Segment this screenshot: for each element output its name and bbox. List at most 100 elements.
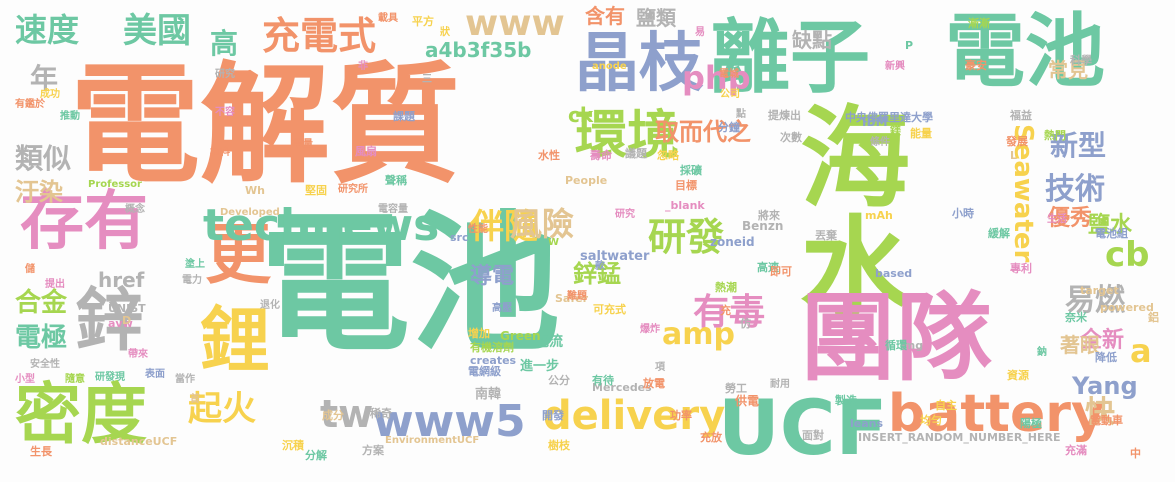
cloud-word: 有待: [592, 374, 614, 387]
cloud-word: delivery: [543, 393, 726, 439]
cloud-word: 合金: [15, 288, 68, 318]
cloud-word: 充滿: [1065, 444, 1087, 457]
cloud-word: 安全性: [30, 359, 60, 370]
cloud-word: 儲: [25, 264, 35, 275]
cloud-word: 稀奇: [370, 407, 392, 420]
cloud-word: 電解質: [70, 49, 461, 201]
cloud-word: 次數: [780, 131, 802, 144]
cloud-word: 電容量: [378, 204, 408, 215]
cloud-word: D: [122, 314, 132, 327]
cloud-word: 提煉出: [768, 109, 801, 122]
cloud-word: 電極: [15, 323, 68, 353]
cloud-word: 取而代之: [655, 118, 751, 146]
cloud-word: 水性: [538, 149, 560, 162]
cloud-word: creates: [470, 354, 517, 367]
cloud-word: zoneid: [710, 235, 755, 249]
cloud-word: INSERT_RANDOM_NUMBER_HERE: [858, 431, 1061, 444]
cloud-word: 電流: [535, 334, 563, 350]
cloud-word: 開發: [542, 409, 564, 422]
cloud-word: 將來: [758, 209, 780, 222]
cloud-word: 難題: [567, 291, 587, 302]
cloud-word: 電池: [945, 5, 1105, 98]
cloud-word: 專利: [1010, 262, 1032, 275]
cloud-word: based: [875, 267, 913, 280]
cloud-word: 電動車: [1090, 414, 1123, 427]
cloud-word: 沉積: [282, 439, 304, 452]
cloud-word: 有毒: [693, 292, 766, 333]
cloud-word: 自主: [935, 399, 957, 412]
cloud-word: anode: [592, 61, 627, 72]
cloud-word: 忽略: [657, 149, 679, 162]
cloud-word: 帶來: [128, 349, 148, 360]
cloud-word: 採礦: [680, 164, 702, 177]
cloud-word: 風險: [510, 205, 575, 243]
cloud-word: 新興: [885, 61, 905, 72]
cloud-word: People: [565, 174, 608, 187]
cloud-word: 著眼: [1060, 333, 1100, 357]
cloud-word: 提出: [45, 279, 65, 290]
cloud-word: 缺點: [792, 28, 832, 52]
cloud-word: 資源: [1007, 369, 1029, 382]
cloud-word: powered: [1100, 301, 1154, 314]
cloud-word: 耐用: [770, 379, 790, 390]
cloud-word: 鋁: [1148, 311, 1159, 324]
cloud-word: 聲稱: [385, 174, 407, 187]
cloud-word: 研究所: [338, 184, 368, 195]
cloud-word: 爆炸: [640, 324, 660, 335]
cloud-word: 表面: [145, 369, 165, 380]
cloud-word: 點: [736, 109, 746, 120]
cloud-word: 鹽水: [1088, 213, 1133, 238]
cloud-word: cb: [1105, 235, 1150, 275]
cloud-word: 面對: [802, 429, 824, 442]
cloud-word: 南韓: [475, 387, 502, 402]
cloud-word: amp: [662, 317, 735, 352]
cloud-word: 降低: [1095, 351, 1117, 364]
cloud-word: 研究: [615, 209, 635, 220]
cloud-word: 成功: [40, 89, 60, 100]
cloud-word: 易燃: [1065, 283, 1125, 318]
cloud-word: distanceUCF: [100, 435, 178, 448]
cloud-word: src: [450, 231, 469, 244]
cloud-word: Seawater: [1008, 124, 1038, 263]
cloud-word: 海水: [781, 100, 909, 320]
cloud-word: 項: [655, 362, 665, 373]
cloud-word: 奈米: [1065, 311, 1087, 324]
cloud-word: Professor: [88, 179, 142, 190]
cloud-word: P: [905, 39, 914, 52]
cloud-word: 福益: [1010, 109, 1032, 122]
cloud-word: 即可: [770, 265, 792, 278]
cloud-word: 有鑑於: [15, 99, 45, 110]
cloud-word: Mercedes: [592, 381, 652, 394]
cloud-word: L: [1010, 149, 1018, 162]
cloud-word: 材料: [210, 147, 230, 158]
cloud-word: 議題: [625, 147, 647, 160]
cloud-word: 生長: [30, 445, 52, 458]
cloud-word: 高速: [757, 261, 779, 274]
cloud-word: 豪安: [965, 59, 987, 72]
cloud-word: 電池: [260, 198, 561, 372]
cloud-word: 有機溶劑: [470, 341, 514, 354]
cloud-word: 當作: [175, 374, 195, 385]
cloud-word: 款: [595, 261, 605, 272]
cloud-word: 條件: [870, 137, 890, 148]
cloud-word: 公分: [548, 374, 570, 387]
cloud-word: 全新: [1080, 328, 1125, 353]
cloud-word: 電城: [719, 69, 739, 80]
cloud-word: 狀: [440, 27, 450, 38]
cloud-word: 鋰: [200, 299, 270, 381]
cloud-word: 仿: [740, 317, 751, 330]
cloud-word: 更: [205, 216, 271, 293]
cloud-word: 新型: [1050, 129, 1107, 162]
cloud-word: www5: [373, 396, 526, 447]
cloud-word: UCF: [718, 383, 888, 472]
cloud-word: leans: [850, 417, 884, 430]
cloud-word: 伴隨: [470, 207, 538, 247]
cloud-word: 中: [1130, 447, 1141, 460]
cloud-word: 研發: [648, 215, 725, 259]
cloud-word: 技術: [1045, 172, 1105, 207]
cloud-word: 常見: [1048, 58, 1088, 82]
cloud-word: 三: [422, 74, 432, 85]
cloud-word: 環境: [575, 106, 680, 166]
cloud-word: 能量: [910, 127, 932, 140]
cloud-word: www: [465, 3, 565, 44]
